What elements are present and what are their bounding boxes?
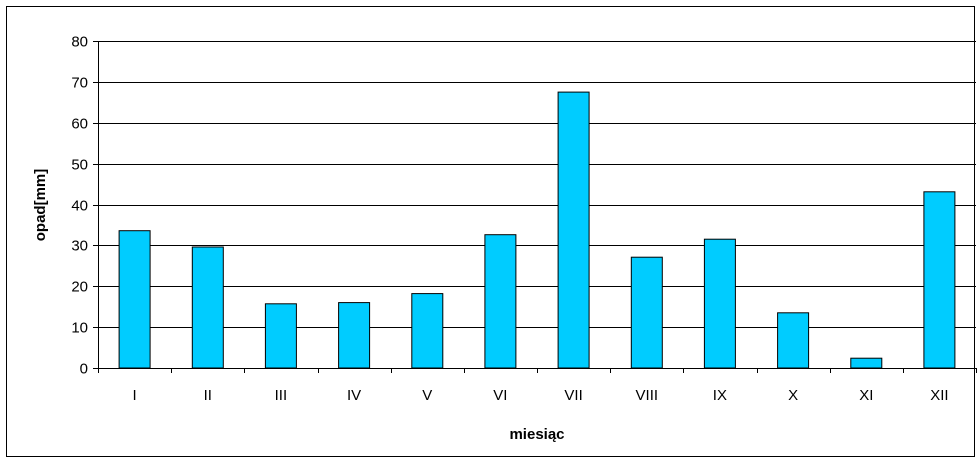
x-tick-labels: I II III IV V VI VII VIII IX X XI XII <box>133 387 949 404</box>
chart-frame <box>6 6 975 457</box>
x-tick-label: III <box>275 387 288 404</box>
y-tick-label: 70 <box>71 75 88 92</box>
bar-ix <box>703 238 736 369</box>
bar-viii <box>630 256 663 369</box>
y-axis-title: opad[mm] <box>32 169 49 242</box>
bar-vii <box>557 91 590 369</box>
bar-v <box>411 293 444 369</box>
bars <box>118 91 956 369</box>
y-tick-label: 60 <box>71 116 88 133</box>
bar-iv <box>338 302 371 369</box>
x-tick-label: I <box>133 387 137 404</box>
x-tick-label: VII <box>564 387 582 404</box>
x-axis-title: miesiąc <box>509 426 564 443</box>
x-tick-label: VIII <box>636 387 659 404</box>
bar-xii <box>923 191 956 369</box>
y-tick-label: 80 <box>71 34 88 51</box>
bar-iii <box>264 303 297 369</box>
y-tick-label: 20 <box>71 279 88 296</box>
x-tick-label: IX <box>713 387 727 404</box>
bar-i <box>118 230 151 369</box>
x-tick-label: X <box>788 387 798 404</box>
y-tick-label: 40 <box>71 198 88 215</box>
bar-ii <box>191 246 224 369</box>
x-tick-label: VI <box>493 387 507 404</box>
x-tick-label: II <box>204 387 212 404</box>
x-tick-label: XI <box>859 387 873 404</box>
x-tick-label: V <box>422 387 432 404</box>
bar-xi <box>850 357 883 369</box>
y-tick-label: 10 <box>71 320 88 337</box>
x-tick-label: IV <box>347 387 361 404</box>
x-tick-label: XII <box>930 387 948 404</box>
bar-x <box>777 312 810 369</box>
y-tick-label: 50 <box>71 157 88 174</box>
y-tick-labels: 0 10 20 30 40 50 60 70 80 <box>71 34 88 378</box>
axes <box>93 41 977 373</box>
bar-vi <box>484 234 517 369</box>
y-tick-label: 30 <box>71 238 88 255</box>
y-tick-label: 0 <box>80 361 88 378</box>
grid-lines <box>98 41 976 328</box>
